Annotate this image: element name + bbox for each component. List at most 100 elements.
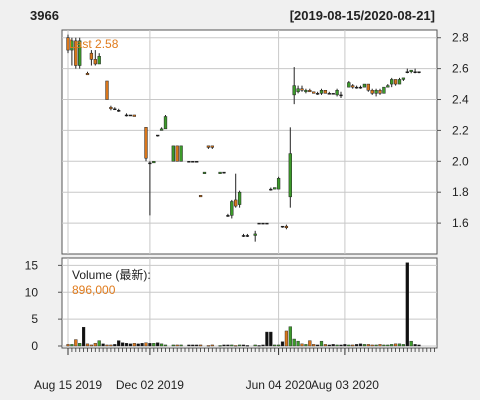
candle-body — [315, 93, 320, 95]
candle-body — [144, 127, 148, 159]
candle-body — [390, 79, 394, 85]
candle-body — [171, 145, 175, 162]
x-tick-label: Jun 04 2020 — [246, 378, 312, 392]
volume-latest: 896,000 — [72, 283, 116, 297]
volume-bar — [101, 343, 105, 347]
candle-body — [386, 85, 390, 88]
volume-bar — [245, 345, 249, 347]
volume-bar — [70, 344, 74, 347]
x-axis-ticks — [67, 348, 436, 352]
volume-bar — [234, 345, 238, 347]
candle-body — [222, 171, 226, 174]
candle-body — [374, 89, 378, 94]
x-tick-label: Aug 15 2019 — [34, 378, 102, 392]
candle-body — [409, 69, 413, 72]
candle-body — [292, 85, 296, 96]
candle-body — [327, 93, 331, 95]
candle-body — [187, 161, 191, 163]
candle-body — [234, 199, 238, 207]
candle-body — [117, 110, 121, 112]
volume-bar — [105, 344, 109, 347]
price-tick-label: 2.4 — [452, 93, 469, 107]
volume-bar — [265, 331, 269, 347]
volume-bar — [296, 340, 300, 347]
volume-tick-label: 5 — [31, 312, 38, 326]
candle-body — [354, 86, 359, 89]
volume-bar — [312, 344, 316, 347]
volume-bar — [378, 344, 382, 347]
volume-bar — [327, 344, 331, 347]
candle-body — [85, 73, 90, 76]
candle-body — [78, 40, 82, 66]
candle-body — [245, 235, 250, 237]
symbol-title: 3966 — [30, 8, 59, 23]
volume-tick-label: 10 — [25, 285, 39, 299]
volume-bar — [343, 344, 347, 347]
candle-body — [358, 86, 363, 89]
volume-bar — [175, 344, 179, 347]
candle-body — [109, 106, 113, 110]
volume-bar — [152, 343, 156, 347]
volume-bar — [273, 344, 277, 347]
volume-bar — [319, 340, 324, 347]
candle-body — [70, 40, 74, 51]
volume-bar — [261, 344, 265, 347]
candle-body — [156, 134, 160, 137]
x-tick-label: Aug 03 2020 — [311, 378, 379, 392]
volume-bar — [370, 344, 374, 347]
price-axis: 1.6 1.8 2.0 2.2 2.4 2.6 2.8 — [437, 31, 469, 230]
volume-bars — [66, 262, 421, 347]
candle-body — [335, 89, 339, 96]
volume-bar — [280, 341, 285, 347]
candle-body — [265, 222, 269, 225]
candle-body — [397, 79, 402, 85]
volume-bar — [179, 344, 183, 347]
candle-body — [66, 37, 70, 51]
candle-body — [152, 161, 156, 164]
candle-body — [304, 89, 308, 93]
candle-body — [89, 52, 94, 60]
price-grid — [62, 30, 437, 254]
candle-body — [405, 71, 409, 73]
candle-body — [351, 85, 355, 88]
volume-bar — [269, 331, 273, 347]
price-tick-label: 1.8 — [452, 185, 469, 199]
volume-bar — [284, 330, 288, 347]
volume-bar — [335, 344, 339, 347]
candle-body — [308, 89, 312, 93]
x-axis-labels: Aug 15 2019 Dec 02 2019 Jun 04 2020 Aug 03 … — [34, 348, 379, 392]
price-tick-label: 2.8 — [452, 31, 469, 45]
candle-body — [191, 161, 195, 163]
volume-bar — [218, 345, 222, 347]
volume-bar — [198, 344, 203, 347]
candle-body — [382, 86, 386, 94]
volume-bar — [78, 343, 82, 347]
volume-bar — [316, 344, 320, 347]
volume-bar — [226, 344, 230, 347]
candle-body — [366, 83, 370, 91]
candle-body — [284, 225, 289, 228]
volume-bar — [132, 343, 136, 347]
volume-bar — [413, 344, 417, 347]
volume-bar — [397, 343, 402, 347]
volume-bar — [159, 343, 164, 347]
candle-body — [198, 195, 203, 198]
candle-body — [261, 222, 265, 225]
volume-bar — [339, 344, 343, 347]
candle-body — [276, 178, 281, 190]
volume-bar — [210, 344, 214, 347]
candle-body — [226, 215, 230, 217]
candle-body — [206, 145, 211, 148]
volume-bar — [140, 343, 144, 347]
candle-body — [159, 128, 164, 131]
volume-bar — [351, 344, 355, 347]
candle-body — [300, 88, 304, 91]
candle-body — [273, 187, 277, 190]
candle-body — [237, 191, 242, 205]
candle-body — [280, 225, 285, 228]
volume-bar — [109, 344, 113, 347]
volume-bar — [323, 344, 327, 347]
candle-body — [347, 82, 351, 88]
volume-bar — [390, 344, 394, 347]
volume-bar — [253, 344, 257, 347]
